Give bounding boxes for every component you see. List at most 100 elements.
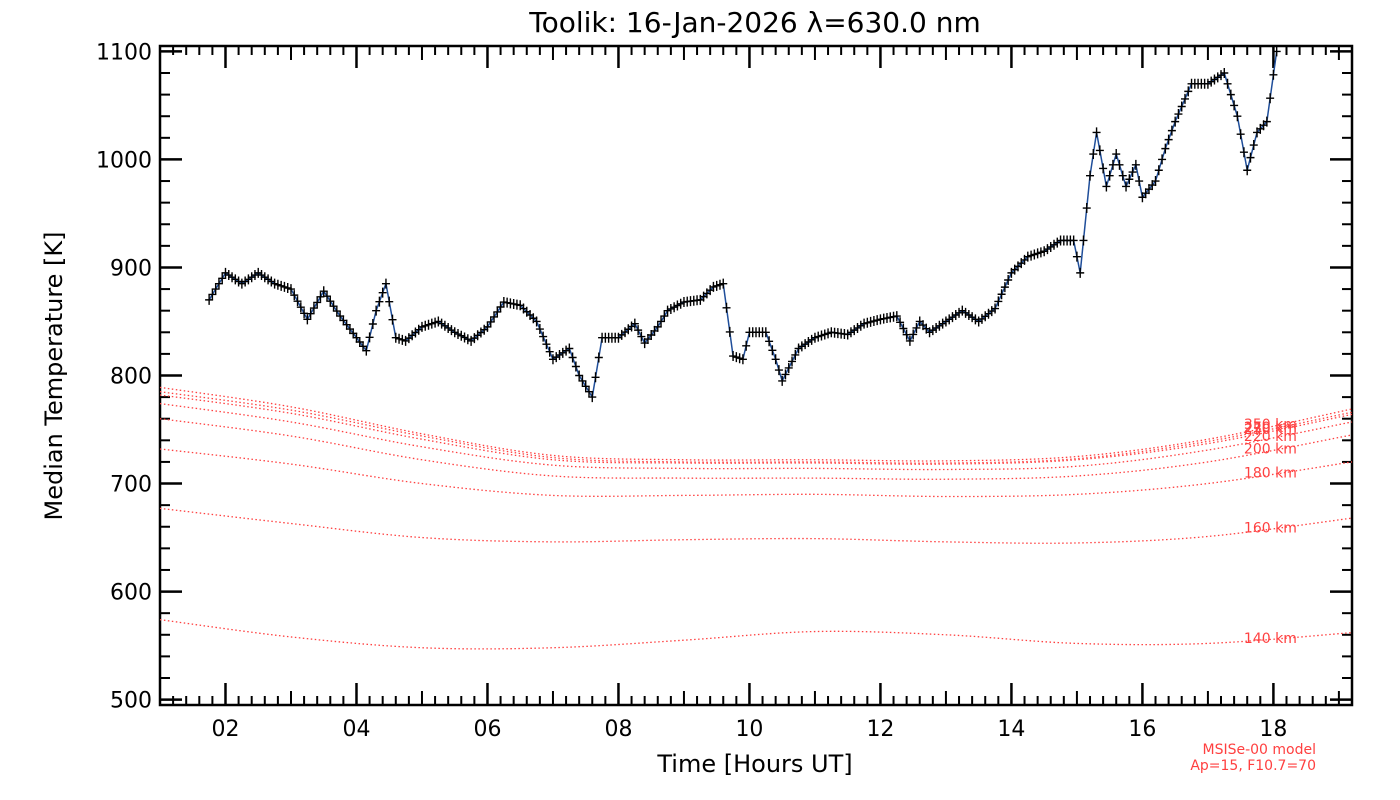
data-point [791, 349, 800, 360]
data-point [738, 354, 747, 365]
data-point [892, 311, 901, 322]
data-point [1128, 167, 1137, 178]
data-point [899, 323, 908, 334]
data-point [1102, 181, 1111, 192]
data-point [1105, 170, 1114, 181]
data-point [545, 346, 554, 357]
data-point [1004, 274, 1013, 285]
data-point [1272, 46, 1281, 57]
data-point [1118, 170, 1127, 181]
data-point [218, 273, 227, 284]
data-point [575, 370, 584, 381]
data-point [1249, 140, 1258, 151]
data-point [1000, 282, 1009, 293]
data-point [765, 336, 774, 347]
data-point [768, 345, 777, 356]
data-point [1095, 145, 1104, 156]
data-point [1122, 181, 1131, 192]
data-point [1239, 147, 1248, 158]
plot-frame [158, 44, 1354, 707]
x-tick-label: 18 [1259, 717, 1287, 742]
data-point [542, 339, 551, 350]
data-point [290, 290, 299, 301]
data-point [1112, 149, 1121, 160]
data-point [1161, 143, 1170, 154]
model-curve [159, 386, 1353, 462]
data-point [1266, 93, 1275, 104]
data-point [1171, 116, 1180, 127]
y-tick-label: 800 [110, 365, 152, 390]
model-note: MSISe-00 model [1202, 742, 1316, 758]
data-point [1230, 100, 1239, 111]
data-point [657, 316, 666, 327]
data-point [778, 375, 787, 386]
data-point [637, 331, 646, 342]
data-point [571, 361, 580, 372]
data-point [581, 381, 590, 392]
data-point [1154, 165, 1163, 176]
data-point [781, 369, 790, 380]
data-point [660, 311, 669, 322]
y-tick-label: 500 [110, 689, 152, 714]
model-curve-label: 140 km [1244, 631, 1297, 647]
data-point [286, 284, 295, 295]
data-point [208, 289, 217, 300]
x-tick-label: 10 [735, 717, 763, 742]
data-point [1092, 127, 1101, 138]
data-point [1125, 174, 1134, 185]
data-point [1167, 125, 1176, 136]
data-point [1076, 267, 1085, 278]
data-point [1177, 101, 1186, 112]
y-tick-label: 600 [110, 581, 152, 606]
model-curve [159, 448, 1353, 498]
data-point [532, 316, 541, 327]
data-point [997, 289, 1006, 300]
data-point [896, 317, 905, 328]
data-point [1069, 235, 1078, 246]
x-tick-label: 12 [866, 717, 894, 742]
x-tick-label: 14 [997, 717, 1025, 742]
model-parameters-note: Ap=15, F10.7=70 [1190, 758, 1316, 774]
model-curve-label: 180 km [1244, 466, 1297, 482]
x-axis: 02 04 06 08 10 12 14 16 18 [172, 46, 1353, 742]
data-point [1180, 93, 1189, 104]
data-point [771, 354, 780, 365]
x-tick-label: 08 [604, 717, 632, 742]
model-curve-label: 350 km [1244, 417, 1297, 433]
data-point [1243, 165, 1252, 176]
data-point [388, 314, 397, 325]
model-curve [159, 418, 1353, 480]
data-point [565, 343, 574, 354]
data-point [1115, 159, 1124, 170]
data-point [630, 318, 639, 329]
data-point [991, 303, 1000, 314]
model-curve-label: 220 km [1244, 429, 1297, 445]
data-point [1184, 86, 1193, 97]
data-point [1089, 149, 1098, 160]
model-curve [159, 507, 1353, 544]
data-point [1082, 203, 1091, 214]
data-point [784, 362, 793, 373]
data-point [909, 329, 918, 340]
data-point [1099, 163, 1108, 174]
y-axis-label: Median Temperature [K] [40, 231, 68, 520]
model-curve-label: 200 km [1244, 441, 1297, 457]
data-point [1246, 152, 1255, 163]
data-point [1220, 68, 1229, 79]
data-point [296, 302, 305, 313]
data-point [293, 296, 302, 307]
data-point [375, 296, 384, 307]
data-point [1226, 89, 1235, 100]
data-point [788, 356, 797, 367]
model-curve [159, 394, 1353, 465]
data-point [385, 296, 394, 307]
y-axis: 500 600 700 800 900 1000 1100 [96, 40, 1352, 714]
data-point [722, 302, 731, 313]
model-curve [159, 402, 1353, 471]
data-point [653, 321, 662, 332]
x-tick-label: 06 [473, 717, 501, 742]
data-point [378, 287, 387, 298]
model-curve-label: 250 km [1244, 422, 1297, 438]
data-point [368, 319, 377, 330]
